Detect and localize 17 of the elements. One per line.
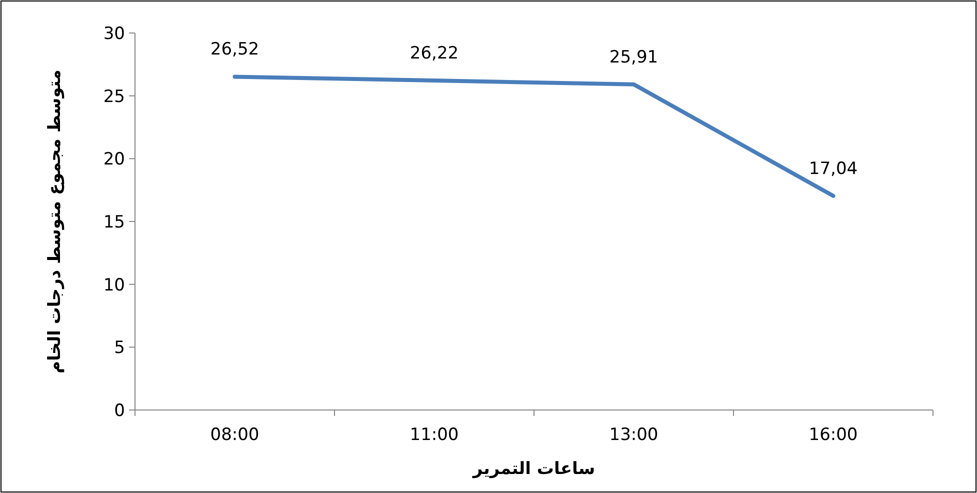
y-tick-label: 0 [114,401,125,421]
x-tick-label: 16:00 [808,425,858,445]
y-tick-label: 15 [103,212,125,232]
x-tick-label: 13:00 [609,425,658,445]
x-axis-title: ساعات التمرير [472,459,596,479]
y-axis-title: متوسط مجموع متوسط درجات الخام [45,70,65,374]
data-label: 26,52 [210,40,260,60]
y-tick-label: 5 [114,338,125,358]
y-tick-label: 30 [103,24,125,44]
y-tick-label: 10 [103,275,125,296]
data-label: 26,22 [410,44,459,64]
x-tick-label: 08:00 [210,425,260,445]
y-tick-label: 20 [103,150,125,170]
x-tick-label: 11:00 [410,425,459,445]
y-tick-label: 25 [103,86,125,107]
data-label: 25,91 [609,47,658,68]
data-label: 17,04 [808,158,858,179]
